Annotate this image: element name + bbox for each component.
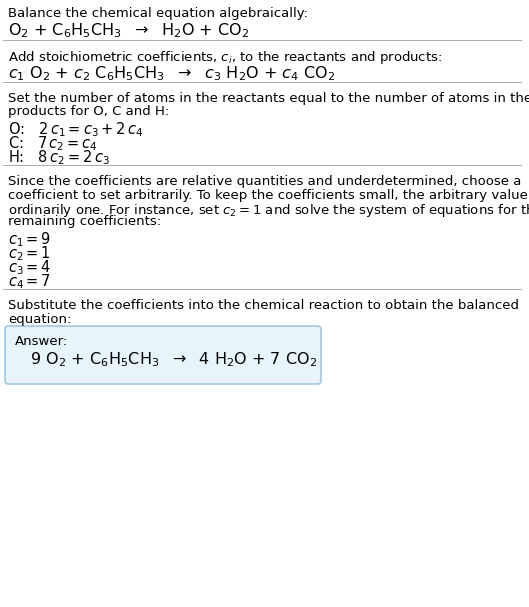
Text: C:   $7\,c_2 = c_4$: C: $7\,c_2 = c_4$ [8,134,98,153]
Text: O$_2$ + C$_6$H$_5$CH$_3$  $\rightarrow$  H$_2$O + CO$_2$: O$_2$ + C$_6$H$_5$CH$_3$ $\rightarrow$ H… [8,21,249,40]
Text: Answer:: Answer: [15,335,68,348]
Text: $c_1$ O$_2$ + $c_2$ C$_6$H$_5$CH$_3$  $\rightarrow$  $c_3$ H$_2$O + $c_4$ CO$_2$: $c_1$ O$_2$ + $c_2$ C$_6$H$_5$CH$_3$ $\r… [8,64,335,83]
Text: Set the number of atoms in the reactants equal to the number of atoms in the: Set the number of atoms in the reactants… [8,92,529,105]
Text: equation:: equation: [8,313,71,325]
Text: H:   $8\,c_2 = 2\,c_3$: H: $8\,c_2 = 2\,c_3$ [8,148,110,167]
Text: 9 O$_2$ + C$_6$H$_5$CH$_3$  $\rightarrow$  4 H$_2$O + 7 CO$_2$: 9 O$_2$ + C$_6$H$_5$CH$_3$ $\rightarrow$… [30,350,317,368]
Text: Substitute the coefficients into the chemical reaction to obtain the balanced: Substitute the coefficients into the che… [8,299,519,312]
Text: products for O, C and H:: products for O, C and H: [8,106,169,118]
Text: $c_3 = 4$: $c_3 = 4$ [8,258,51,277]
Text: O:   $2\,c_1 = c_3 + 2\,c_4$: O: $2\,c_1 = c_3 + 2\,c_4$ [8,120,143,139]
Text: Balance the chemical equation algebraically:: Balance the chemical equation algebraica… [8,7,308,20]
Text: $c_1 = 9$: $c_1 = 9$ [8,230,51,249]
Text: Since the coefficients are relative quantities and underdetermined, choose a: Since the coefficients are relative quan… [8,175,522,188]
Text: remaining coefficients:: remaining coefficients: [8,215,161,228]
FancyBboxPatch shape [5,326,321,384]
Text: ordinarily one. For instance, set $c_2 = 1$ and solve the system of equations fo: ordinarily one. For instance, set $c_2 =… [8,202,529,219]
Text: $c_4 = 7$: $c_4 = 7$ [8,272,51,291]
Text: $c_2 = 1$: $c_2 = 1$ [8,244,51,263]
Text: Add stoichiometric coefficients, $c_i$, to the reactants and products:: Add stoichiometric coefficients, $c_i$, … [8,50,442,67]
Text: coefficient to set arbitrarily. To keep the coefficients small, the arbitrary va: coefficient to set arbitrarily. To keep … [8,189,529,202]
